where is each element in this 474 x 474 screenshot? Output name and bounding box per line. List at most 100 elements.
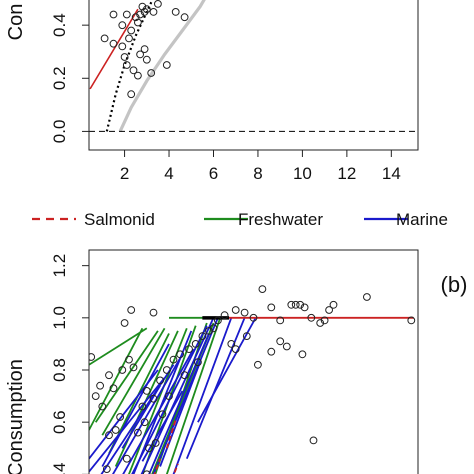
panel-a-point	[127, 90, 136, 99]
panel-b-point	[254, 360, 262, 369]
panel-b-marine-line	[172, 317, 233, 474]
panel-b-point	[105, 371, 113, 380]
panel-a-point	[134, 71, 142, 80]
panel-a-x-tick-label: 14	[382, 164, 401, 183]
panel-b-point	[320, 316, 329, 325]
panel-a-y-tick-label: 0.2	[50, 66, 69, 90]
panel-b-y-tick-label: 0.6	[50, 410, 69, 434]
panel-a-point	[140, 45, 149, 53]
panel-b-point	[407, 316, 416, 325]
panel-b-point	[267, 347, 276, 356]
panel-b-point	[180, 371, 189, 380]
panel-b-point	[96, 381, 104, 390]
panel-b-point	[240, 308, 249, 317]
panel-b-label: (b)	[441, 272, 468, 297]
panel-a-point	[118, 42, 127, 51]
panel-a-point	[129, 66, 138, 75]
panel-b-point	[325, 306, 334, 314]
panel-b-freshwater-line	[101, 327, 166, 436]
panel-a-line-0	[89, 8, 139, 90]
panel-b-point	[329, 300, 338, 309]
panel-a-point	[162, 61, 171, 69]
panel-a-point	[118, 21, 127, 30]
panel-b-freshwater-line	[89, 327, 148, 366]
panel-b-point	[191, 340, 200, 348]
panel-a-point	[154, 0, 162, 8]
panel-b-point	[231, 306, 240, 314]
panel-a-point	[122, 10, 131, 19]
panel-a-x-tick-label: 10	[293, 164, 312, 183]
panel-b-point	[291, 300, 300, 309]
panel-a-point	[149, 8, 158, 16]
panel-b-point	[140, 418, 149, 427]
panel-a-plot-area	[89, 0, 418, 133]
legend-label-freshwater: Freshwater	[238, 210, 323, 229]
panel-b-marine-line	[122, 348, 195, 474]
panel-a-x-tick-label: 4	[164, 164, 173, 183]
panel-b-point	[309, 436, 318, 445]
panel-a-point	[122, 61, 131, 69]
panel-b-point	[194, 358, 202, 367]
panel-a-line-1	[105, 0, 154, 132]
panel-b-point	[227, 340, 236, 348]
panel-a-x-tick-label: 8	[253, 164, 262, 183]
panel-b-point	[125, 355, 133, 364]
panel-b-point	[91, 392, 100, 401]
panel-b-point	[149, 308, 158, 317]
panel-b-point	[118, 366, 127, 374]
panel-b-point	[109, 384, 118, 393]
panel-b-point	[105, 431, 113, 440]
legend: Salmonid Freshwater Marine	[32, 210, 448, 229]
panel-b-y-tick-label: 1.0	[50, 306, 69, 330]
panel-a-frame	[88, 0, 419, 151]
panel-a-point	[142, 5, 151, 14]
panel-b-marine-line	[101, 343, 170, 467]
panel-b-point	[209, 324, 218, 333]
panel-b-point	[276, 316, 285, 325]
panel-b-marine-line	[148, 333, 210, 474]
panel-b-point	[102, 465, 111, 474]
panel-b-point	[98, 402, 107, 411]
panel-a-point	[127, 26, 136, 35]
panel-b-salmonid-line	[173, 463, 179, 474]
panel-b-point	[149, 394, 158, 403]
panel-b-point	[151, 439, 160, 447]
panel-b-point	[127, 306, 136, 314]
panel-a-y-axis-label: Con	[5, 4, 27, 41]
panel-b-point	[363, 293, 371, 301]
panel-b-point	[116, 413, 124, 421]
panel-b-point	[158, 410, 167, 419]
panel-b-point	[162, 366, 171, 374]
panel-b-point	[296, 300, 305, 309]
panel-b-point	[249, 313, 258, 322]
panel-b-point	[298, 350, 307, 359]
panel-b-point	[89, 353, 96, 361]
panel-b-marine-line	[197, 317, 257, 423]
panel-b-point	[156, 376, 165, 385]
panel-a-point	[131, 13, 140, 22]
panel-b-point	[267, 303, 276, 312]
panel-b-marine-line	[121, 385, 161, 449]
panel-b-point	[205, 327, 213, 335]
panel-b-y-tick-label: 0.4	[50, 463, 69, 474]
panel-a-y-tick-label: 0.4	[50, 13, 69, 37]
panel-b-chart: 0.4 0.6 0.8 1.0 1.2 Consumption (b)	[5, 249, 468, 474]
panel-a-point	[136, 10, 145, 19]
panel-a-x-tick-label: 12	[337, 164, 356, 183]
panel-a-line-2	[118, 0, 206, 133]
panel-a-point	[100, 34, 109, 43]
panel-b-y-tick-label: 1.2	[50, 254, 69, 278]
panel-b-point	[120, 319, 129, 327]
panel-b-point	[111, 426, 120, 434]
panel-a-point	[180, 13, 189, 22]
panel-b-marine-line	[141, 390, 184, 462]
panel-a-x-tick-label: 2	[120, 164, 129, 183]
panel-b-point	[145, 444, 153, 453]
panel-b-freshwater-line	[165, 317, 222, 474]
panel-b-point	[214, 316, 222, 325]
panel-b-point	[287, 300, 296, 309]
panel-b-point	[282, 342, 291, 351]
panel-b-point	[307, 313, 316, 322]
panel-b-marine-line	[152, 317, 219, 474]
